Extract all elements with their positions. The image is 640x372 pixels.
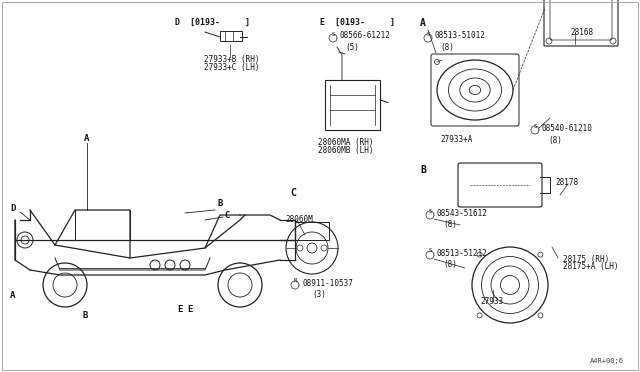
- Text: A: A: [420, 18, 426, 28]
- Bar: [295, 222, 329, 240]
- Text: C: C: [224, 211, 229, 219]
- Text: 08540-61210: 08540-61210: [542, 124, 593, 132]
- Text: S: S: [332, 32, 335, 36]
- Text: 27933: 27933: [480, 297, 503, 306]
- Text: 28060M: 28060M: [285, 215, 313, 224]
- Text: 08513-51212: 08513-51212: [437, 248, 488, 257]
- Text: A: A: [10, 291, 16, 299]
- Text: 08513-51012: 08513-51012: [435, 31, 486, 39]
- Text: 08566-61212: 08566-61212: [340, 31, 391, 39]
- Text: B: B: [218, 199, 223, 208]
- Text: (5): (5): [345, 43, 359, 52]
- Text: 28168: 28168: [570, 28, 593, 37]
- Bar: [220, 31, 242, 41]
- Text: A4R+00;6: A4R+00;6: [590, 358, 624, 364]
- Text: E: E: [188, 305, 193, 314]
- Text: 27933+C (LH): 27933+C (LH): [204, 63, 259, 72]
- Text: 08911-10537: 08911-10537: [303, 279, 354, 288]
- Text: (8): (8): [443, 260, 457, 269]
- Text: N: N: [293, 279, 296, 283]
- Text: S: S: [426, 32, 429, 36]
- Bar: [325, 80, 380, 130]
- Text: D  [0193-     ]: D [0193- ]: [175, 18, 250, 27]
- Text: 27933+B (RH): 27933+B (RH): [204, 55, 259, 64]
- Text: E: E: [177, 305, 182, 314]
- Text: 28060MB (LH): 28060MB (LH): [318, 146, 374, 155]
- Text: 28060MA (RH): 28060MA (RH): [318, 138, 374, 147]
- Text: 28175+A (LH): 28175+A (LH): [563, 262, 618, 271]
- Text: C: C: [290, 188, 296, 198]
- Text: 27933+A: 27933+A: [440, 135, 472, 144]
- Text: B: B: [83, 311, 88, 320]
- Text: (3): (3): [312, 290, 326, 299]
- Text: B: B: [420, 165, 426, 175]
- Text: 28178: 28178: [555, 178, 578, 187]
- Text: E  [0193-     ]: E [0193- ]: [320, 18, 395, 27]
- Text: S: S: [533, 124, 536, 128]
- Text: D: D: [10, 203, 16, 212]
- Text: S: S: [428, 248, 431, 253]
- Text: (8): (8): [440, 43, 454, 52]
- Text: 28175 (RH): 28175 (RH): [563, 255, 609, 264]
- Text: 08543-51612: 08543-51612: [437, 208, 488, 218]
- Text: (8): (8): [443, 220, 457, 229]
- Text: (8): (8): [548, 136, 562, 145]
- Text: A: A: [84, 134, 90, 142]
- Text: S: S: [428, 208, 431, 214]
